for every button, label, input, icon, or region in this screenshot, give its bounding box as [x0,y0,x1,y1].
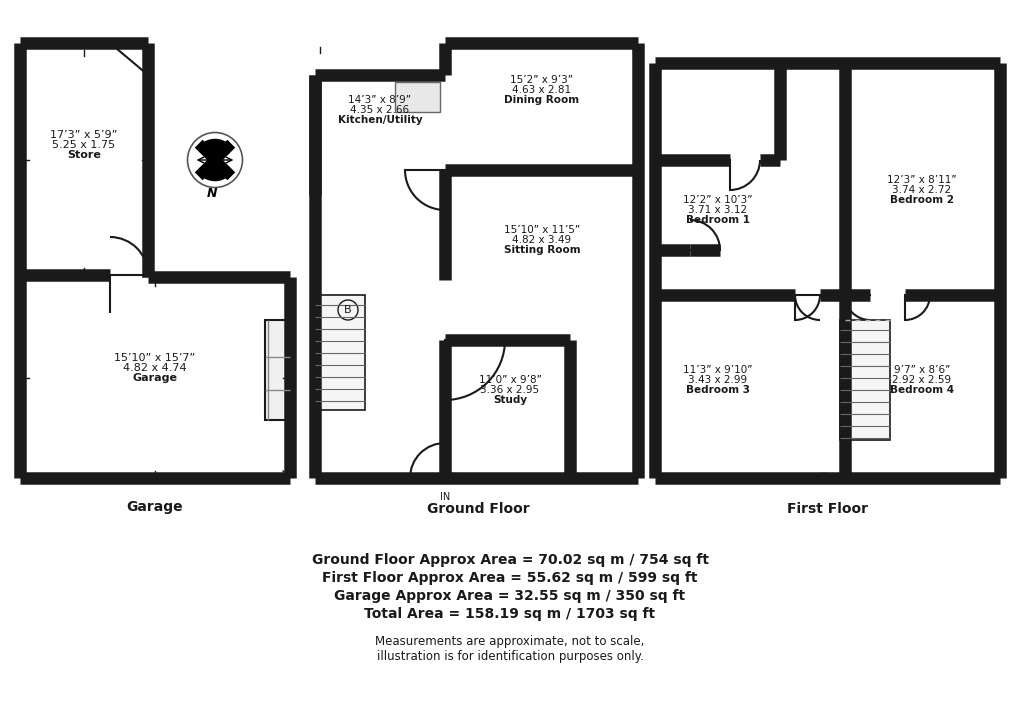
Text: 3.71 x 3.12: 3.71 x 3.12 [688,205,747,215]
Text: 11’3” x 9’10”: 11’3” x 9’10” [683,365,752,375]
Text: 3.74 x 2.72: 3.74 x 2.72 [892,185,951,195]
Bar [315,295,365,410]
Text: First Floor Approx Area = 55.62 sq m / 599 sq ft: First Floor Approx Area = 55.62 sq m / 5… [322,571,697,585]
Text: 9’7” x 8’6”: 9’7” x 8’6” [893,365,950,375]
Text: Sitting Room: Sitting Room [503,245,580,255]
Text: 4.82 x 3.49: 4.82 x 3.49 [512,235,571,245]
Text: 15’2” x 9’3”: 15’2” x 9’3” [510,75,573,85]
Text: N: N [207,186,217,199]
Text: Bedroom 3: Bedroom 3 [686,385,749,395]
Text: IN: IN [439,492,449,502]
Text: 15’10” x 15’7”: 15’10” x 15’7” [114,353,196,363]
Text: Measurements are approximate, not to scale,
illustration is for identification p: Measurements are approximate, not to sca… [375,635,644,663]
Text: Bedroom 1: Bedroom 1 [686,215,749,225]
Text: Garage Approx Area = 32.55 sq m / 350 sq ft: Garage Approx Area = 32.55 sq m / 350 sq… [334,589,685,603]
Text: 3.43 x 2.99: 3.43 x 2.99 [688,375,747,385]
Text: 4.82 x 4.74: 4.82 x 4.74 [123,363,186,373]
Text: 4.35 x 2.66: 4.35 x 2.66 [351,105,410,115]
Text: 17’3” x 5’9”: 17’3” x 5’9” [50,130,117,140]
Text: 11’0” x 9’8”: 11’0” x 9’8” [478,375,541,385]
Bar [265,320,289,420]
Text: First Floor: First Floor [787,502,867,516]
Text: 5.25 x 1.75: 5.25 x 1.75 [52,140,115,150]
Bar [394,82,439,112]
Text: 4.63 x 2.81: 4.63 x 2.81 [512,85,571,95]
Wedge shape [200,139,230,160]
Text: Garage: Garage [126,500,183,514]
Text: 2.92 x 2.59: 2.92 x 2.59 [892,375,951,385]
Text: Store: Store [67,150,101,160]
Text: 15’10” x 11’5”: 15’10” x 11’5” [503,225,580,235]
Text: Ground Floor: Ground Floor [426,502,529,516]
Wedge shape [200,160,230,181]
Text: Kitchen/Utility: Kitchen/Utility [337,115,422,125]
Text: Bedroom 2: Bedroom 2 [890,195,953,205]
Text: Dining Room: Dining Room [504,95,579,105]
Bar [840,320,890,440]
Text: Ground Floor Approx Area = 70.02 sq m / 754 sq ft: Ground Floor Approx Area = 70.02 sq m / … [311,553,708,567]
Text: Garage: Garage [132,373,177,383]
Text: Total Area = 158.19 sq m / 1703 sq ft: Total Area = 158.19 sq m / 1703 sq ft [364,607,655,621]
Text: 12’2” x 10’3”: 12’2” x 10’3” [683,195,752,205]
Text: 14’3” x 8’9”: 14’3” x 8’9” [348,95,411,105]
Text: B: B [343,305,352,315]
Text: Bedroom 4: Bedroom 4 [889,385,953,395]
Text: 3.36 x 2.95: 3.36 x 2.95 [480,385,539,395]
Text: Study: Study [492,395,527,405]
Text: 12’3” x 8’11”: 12’3” x 8’11” [887,175,956,185]
